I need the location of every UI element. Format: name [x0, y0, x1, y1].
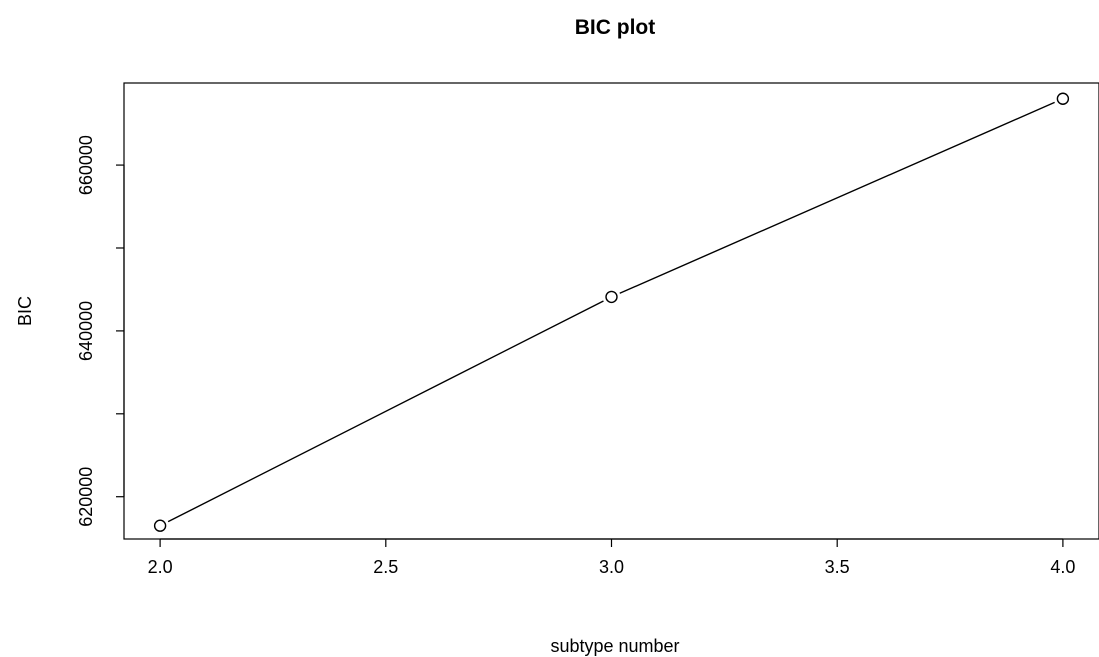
x-tick-label: 3.5 — [825, 557, 850, 577]
y-tick-label: 620000 — [76, 467, 96, 527]
x-tick-label: 2.0 — [148, 557, 173, 577]
y-tick-label: 660000 — [76, 135, 96, 195]
y-axis: 620000 640000 660000 — [76, 135, 125, 527]
data-point — [1056, 92, 1070, 105]
x-tick-label: 2.5 — [373, 557, 398, 577]
data-point — [153, 519, 167, 532]
data-point — [605, 290, 618, 304]
chart-title: BIC plot — [575, 16, 655, 39]
y-tick-label: 640000 — [76, 301, 96, 361]
x-axis: 2.0 2.5 3.0 3.5 4.0 — [148, 538, 1075, 577]
y-axis-label: BIC — [15, 296, 35, 326]
series-segment — [167, 300, 604, 523]
series-segment — [619, 101, 1055, 294]
x-axis-label: subtype number — [550, 636, 679, 656]
x-tick-label: 3.0 — [599, 557, 624, 577]
x-tick-label: 4.0 — [1050, 557, 1075, 577]
plot-series — [153, 92, 1070, 532]
